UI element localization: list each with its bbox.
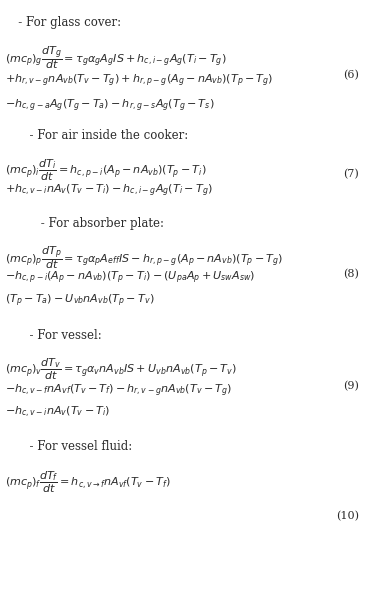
Text: $\left(mc_p\right)_g \dfrac{dT_g}{dt} = \tau_g\alpha_g A_g IS + h_{c,i-g} A_g\le: $\left(mc_p\right)_g \dfrac{dT_g}{dt} = … [5,45,227,71]
Text: $+ h_{c,v-i} nA_v\left(T_v - T_i\right)- h_{c,i-g} A_g\left(T_i - T_g\right)$: $+ h_{c,v-i} nA_v\left(T_v - T_i\right)-… [5,183,213,199]
Text: $+ h_{r,v-g} nA_{vb}\left(T_v - T_g\right)+ h_{r,p-g}\left(A_g - nA_{vb}\right)\: $+ h_{r,v-g} nA_{vb}\left(T_v - T_g\righ… [5,73,274,89]
Text: $\left(mc_p\right)_v \dfrac{dT_v}{dt} = \tau_g\alpha_v nA_{vb} IS + U_{vb} nA_{v: $\left(mc_p\right)_v \dfrac{dT_v}{dt} = … [5,357,238,382]
Text: (6): (6) [343,70,359,80]
Text: - For vessel fluid:: - For vessel fluid: [7,440,132,453]
Text: $\left(mc_p\right)_f \dfrac{dT_f}{dt} = h_{c,v\rightarrow f} nA_{vf}\left(T_v - : $\left(mc_p\right)_f \dfrac{dT_f}{dt} = … [5,470,171,495]
Text: (8): (8) [343,269,359,279]
Text: (9): (9) [343,381,359,391]
Text: $- h_{c,p-i}\left(A_p - nA_{vb}\right)\left(T_p - T_i\right)-\left(U_{pa} A_p + : $- h_{c,p-i}\left(A_p - nA_{vb}\right)\l… [5,270,256,286]
Text: $- h_{c,v-i} nA_v\left(T_v - T_i\right)$: $- h_{c,v-i} nA_v\left(T_v - T_i\right)$ [5,405,111,420]
Text: $- h_{c,g-a} A_g\left(T_g - T_a\right)- h_{r,g-s} A_g\left(T_g - T_s\right)$: $- h_{c,g-a} A_g\left(T_g - T_a\right)- … [5,98,215,114]
Text: - For glass cover:: - For glass cover: [7,16,122,28]
Text: (10): (10) [336,511,359,522]
Text: - For vessel:: - For vessel: [7,329,102,341]
Text: $\left(mc_p\right)_i \dfrac{dT_i}{dt} = h_{c,p-i}\left(A_p - nA_{vb}\right)\left: $\left(mc_p\right)_i \dfrac{dT_i}{dt} = … [5,157,207,183]
Text: $- h_{c,v-f} nA_{vf}\left(T_v - T_f\right)- h_{r,v-g} nA_{vb}\left(T_v - T_g\rig: $- h_{c,v-f} nA_{vf}\left(T_v - T_f\righ… [5,382,232,399]
Text: $\left(mc_p\right)_p \dfrac{dT_p}{dt} = \tau_g\alpha_p A_{eff} IS - h_{r,p-g}\le: $\left(mc_p\right)_p \dfrac{dT_p}{dt} = … [5,244,284,271]
Text: - For air inside the cooker:: - For air inside the cooker: [7,129,188,142]
Text: (7): (7) [343,169,359,180]
Text: $\left(T_p - T_a\right)- U_{vb} nA_{vb}\left(T_p - T_v\right)$: $\left(T_p - T_a\right)- U_{vb} nA_{vb}\… [5,293,155,309]
Text: - For absorber plate:: - For absorber plate: [7,217,164,229]
